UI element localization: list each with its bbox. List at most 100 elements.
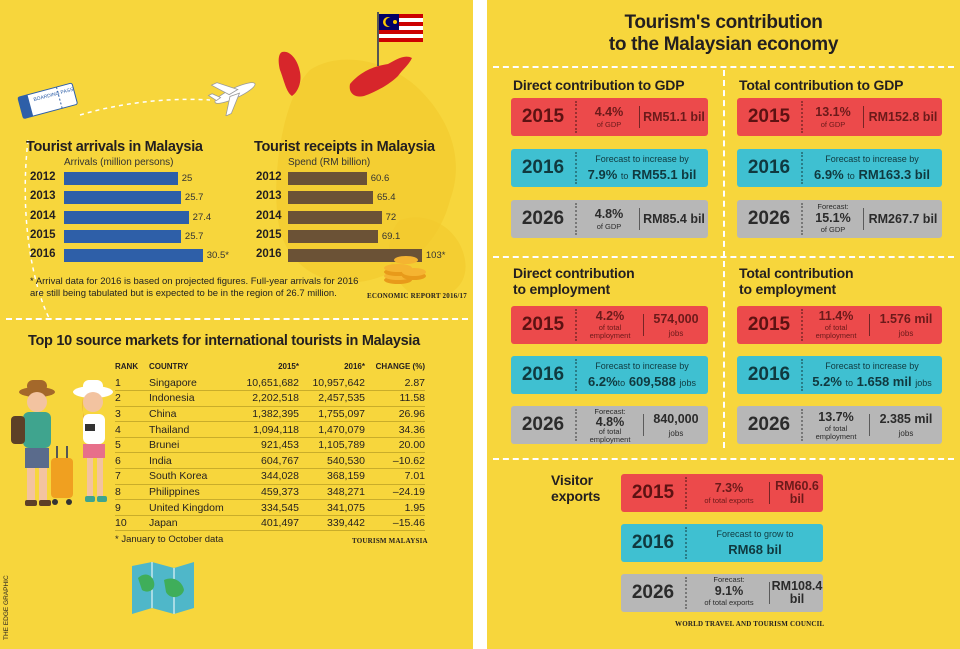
divider bbox=[723, 70, 725, 448]
visitor-2016-ticket: 2016 Forecast to grow to RM68 bil bbox=[621, 524, 823, 562]
table-footnote: * January to October data bbox=[115, 534, 224, 545]
cell-country: India bbox=[149, 452, 235, 470]
direct-gdp-title: Direct contribution to GDP bbox=[513, 77, 685, 93]
arrivals-note: * Arrival data for 2016 is based on proj… bbox=[30, 276, 359, 299]
table-row: 3 China 1,382,395 1,755,097 26.96 bbox=[115, 406, 425, 423]
total-emp-title: Total contribution to employment bbox=[739, 265, 854, 297]
cell-country: Japan bbox=[149, 515, 235, 532]
direct-emp-2016-ticket: 2016 Forecast to increase by 6.2%to 609,… bbox=[511, 356, 708, 394]
bar-value-label: 30.5* bbox=[206, 250, 229, 262]
year-label: 2014 bbox=[256, 209, 282, 222]
cell-y2016: 1,105,789 bbox=[299, 437, 365, 454]
airplane-icon bbox=[207, 82, 256, 116]
direct-gdp-2015-ticket: 2015 4.4% of GDP RM51.1 bil bbox=[511, 98, 708, 136]
cell-y2015: 1,094,118 bbox=[235, 421, 299, 438]
bar bbox=[288, 191, 374, 205]
cell-rank: 8 bbox=[115, 484, 149, 501]
table-row: 5 Brunei 921,453 1,105,789 20.00 bbox=[115, 437, 425, 454]
visitor-exports-title: Visitor exports bbox=[551, 472, 601, 504]
table-row: 9 United Kingdom 334,545 341,075 1.95 bbox=[115, 499, 425, 516]
bar bbox=[64, 249, 203, 263]
cell-change: 34.36 bbox=[365, 421, 425, 438]
right-panel: Tourism's contribution to the Malaysian … bbox=[487, 0, 960, 649]
bar bbox=[288, 249, 422, 263]
bar-value-label: 25.7 bbox=[184, 230, 204, 242]
col-2015: 2015* bbox=[278, 362, 299, 371]
direct-emp-2015-ticket: 2015 4.2% of total employment 574,000 jo… bbox=[511, 306, 708, 344]
total-gdp-2016-values: 6.9% to RM163.3 bil bbox=[814, 167, 930, 182]
cell-y2015: 2,202,518 bbox=[235, 390, 299, 407]
cell-country: Thailand bbox=[149, 421, 235, 438]
cell-country: Philippines bbox=[149, 484, 235, 501]
bar bbox=[64, 191, 181, 205]
table-row: 10 Japan 401,497 339,442 –15.46 bbox=[115, 515, 425, 532]
bar-value-label: 25 bbox=[181, 173, 193, 184]
table-header-row: RANK COUNTRY 2015* 2016* CHANGE (%) bbox=[115, 362, 425, 375]
cell-rank: 3 bbox=[115, 406, 149, 423]
bar bbox=[288, 229, 378, 243]
bar bbox=[64, 229, 181, 243]
cell-change: 26.96 bbox=[365, 406, 425, 423]
page-title: Tourism's contribution to the Malaysian … bbox=[608, 12, 839, 55]
receipts-chart: 2012 60.6 2013 65.4 2014 72 2015 69.1 2016 103* bbox=[0, 0, 473, 270]
year-label: 2013 bbox=[256, 190, 282, 203]
visitor-2015-ticket: 2015 7.3% of total exports RM60.6 bil bbox=[621, 474, 823, 512]
source-markets-table: RANK COUNTRY 2015* 2016* CHANGE (%) 1 Sin… bbox=[115, 362, 425, 532]
tourists-illustration-icon bbox=[11, 380, 113, 506]
bar bbox=[64, 172, 178, 185]
coins-icon bbox=[384, 256, 426, 284]
bar-value-label: 69.1 bbox=[381, 230, 401, 242]
col-2016: 2016* bbox=[344, 362, 365, 371]
bar-value-label: 27.4 bbox=[192, 211, 212, 223]
cell-y2015: 921,453 bbox=[235, 437, 299, 454]
boarding-pass-icon bbox=[17, 82, 78, 119]
source-markets-title: Top 10 source markets for international … bbox=[28, 333, 420, 349]
bar bbox=[64, 210, 189, 224]
year-label: 2012 bbox=[30, 171, 56, 183]
divider bbox=[493, 256, 954, 258]
table-row: 1 Singapore 10,651,682 10,957,642 2.87 bbox=[115, 375, 425, 392]
cell-y2016: 339,442 bbox=[299, 515, 365, 532]
flight-path-icon bbox=[24, 98, 211, 321]
col-change: CHANGE (%) bbox=[375, 362, 425, 371]
direct-emp-2016-values: 6.2%to 609,588 jobs bbox=[588, 374, 696, 389]
year-label: 2016 bbox=[256, 248, 282, 261]
direct-gdp-2026-ticket: 2026 4.8% of GDP RM85.4 bil bbox=[511, 200, 708, 238]
malaysia-flag-icon bbox=[377, 12, 423, 66]
visitor-2026-ticket: 2026 Forecast: 9.1% of total exports RM1… bbox=[621, 574, 823, 612]
cell-change: 11.58 bbox=[365, 390, 425, 407]
arrivals-title: Tourist arrivals in Malaysia bbox=[26, 139, 203, 155]
left-panel: BOARDING PASS Tourist arrivals in Mala bbox=[0, 0, 473, 649]
year-label: 2012 bbox=[256, 171, 282, 183]
total-gdp-title: Total contribution to GDP bbox=[739, 77, 904, 93]
total-emp-2016-values: 5.2% to 1.658 mil jobs bbox=[812, 374, 932, 389]
total-gdp-2016-ticket: 2016 Forecast to increase by 6.9% to RM1… bbox=[737, 149, 942, 187]
right-source: WORLD TRAVEL AND TOURISM COUNCIL bbox=[675, 620, 825, 628]
cell-rank: 9 bbox=[115, 499, 149, 516]
bar bbox=[288, 172, 367, 185]
divider bbox=[493, 66, 954, 68]
bar-value-label: 72 bbox=[385, 211, 397, 223]
cell-country: Indonesia bbox=[149, 390, 235, 407]
direct-gdp-2016-values: 7.9% to RM55.1 bil bbox=[587, 167, 697, 182]
total-emp-2026-ticket: 2026 13.7% of total employment 2.385 mil… bbox=[737, 406, 942, 444]
table-row: 7 South Korea 344,028 368,159 7.01 bbox=[115, 468, 425, 485]
cell-change: 20.00 bbox=[365, 437, 425, 454]
cell-country: South Korea bbox=[149, 468, 235, 485]
year-label: 2015 bbox=[30, 228, 56, 241]
cell-rank: 7 bbox=[115, 468, 149, 485]
folded-map-icon bbox=[132, 562, 194, 614]
cell-y2016: 1,470,079 bbox=[299, 421, 365, 438]
cell-y2015: 401,497 bbox=[235, 515, 299, 532]
bar bbox=[288, 210, 382, 224]
cell-change: 1.95 bbox=[365, 499, 425, 516]
cell-rank: 2 bbox=[115, 390, 149, 407]
cell-y2015: 1,382,395 bbox=[235, 406, 299, 423]
col-country: COUNTRY bbox=[149, 362, 189, 371]
divider bbox=[493, 458, 954, 460]
year-label: 2015 bbox=[256, 228, 282, 241]
cell-change: –15.46 bbox=[365, 515, 425, 532]
year-label: 2014 bbox=[30, 209, 56, 222]
total-emp-2016-ticket: 2016 Forecast to increase by 5.2% to 1.6… bbox=[737, 356, 942, 394]
cell-rank: 6 bbox=[115, 452, 149, 470]
